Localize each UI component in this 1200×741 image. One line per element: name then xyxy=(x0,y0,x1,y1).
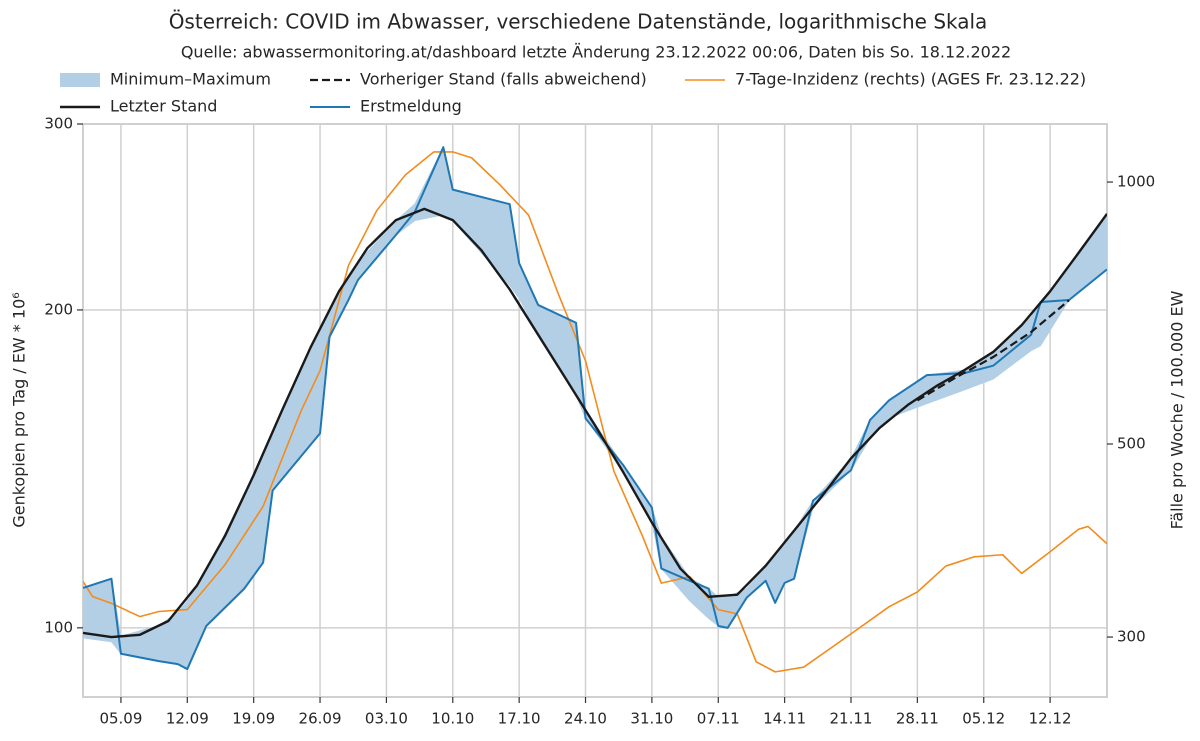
y-axis-label: Genkopien pro Tag / EW * 10⁶ xyxy=(10,292,29,527)
x-tick-label: 21.11 xyxy=(830,710,873,728)
y2-tick-label: 500 xyxy=(1117,435,1146,453)
series-line xyxy=(83,207,1107,639)
series-line xyxy=(83,151,1107,673)
chart-subtitle: Quelle: abwassermonitoring.at/dashboard … xyxy=(181,43,1011,62)
chart-title: Österreich: COVID im Abwasser, verschied… xyxy=(169,10,988,34)
x-tick-label: 24.10 xyxy=(564,710,607,728)
y-tick-label: 100 xyxy=(44,618,73,636)
series-line xyxy=(916,299,1070,402)
x-tick-label: 31.10 xyxy=(630,710,673,728)
x-tick-label: 17.10 xyxy=(498,710,541,728)
y2-axis-label: Fälle pro Woche / 100.000 EW xyxy=(1168,290,1187,529)
x-tick-label: 03.10 xyxy=(365,710,408,728)
x-tick-label: 19.09 xyxy=(232,710,275,728)
x-tick-label: 10.10 xyxy=(431,710,474,728)
series-layer xyxy=(83,146,1107,673)
y-tick-label: 200 xyxy=(44,300,73,318)
x-tick-label: 05.09 xyxy=(99,710,142,728)
legend-label: Erstmeldung xyxy=(360,97,462,116)
x-tick-label: 05.12 xyxy=(962,710,1005,728)
legend-label: Minimum–Maximum xyxy=(110,70,271,89)
legend-swatch xyxy=(60,73,100,87)
x-tick-label: 12.09 xyxy=(166,710,209,728)
legend-label: 7-Tage-Inzidenz (rechts) (AGES Fr. 23.12… xyxy=(735,70,1086,89)
y2-tick-label: 1000 xyxy=(1117,173,1155,191)
x-tick-label: 07.11 xyxy=(697,710,740,728)
plot-area xyxy=(82,123,1108,698)
x-tick-label: 26.09 xyxy=(299,710,342,728)
y-tick-label: 300 xyxy=(44,115,73,133)
legend-label: Letzter Stand xyxy=(110,97,217,116)
legend-label: Vorheriger Stand (falls abweichend) xyxy=(360,70,647,89)
y2-tick-label: 300 xyxy=(1117,628,1146,646)
x-tick-label: 12.12 xyxy=(1029,710,1072,728)
x-tick-label: 28.11 xyxy=(896,710,939,728)
x-tick-label: 14.11 xyxy=(763,710,806,728)
